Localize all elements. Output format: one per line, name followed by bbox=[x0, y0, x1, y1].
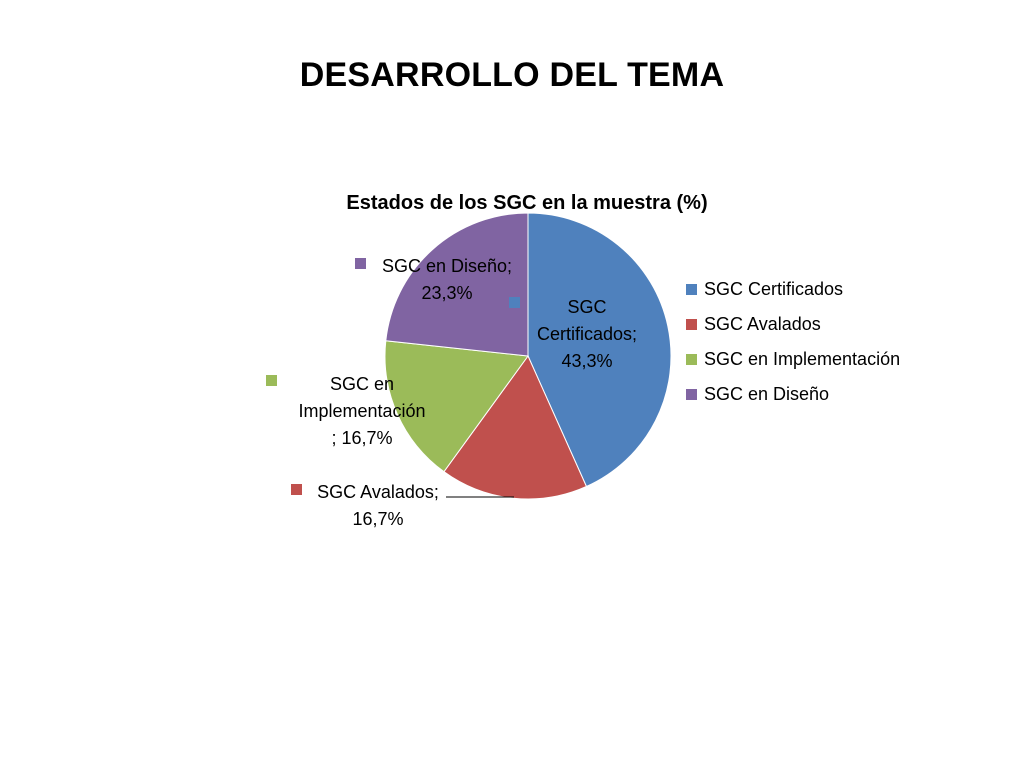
data-label-line: Implementación bbox=[298, 401, 425, 421]
data-label-line: SGC en bbox=[330, 374, 394, 394]
chart-title: Estados de los SGC en la muestra (%) bbox=[346, 192, 707, 214]
legend-item-sgc-avalados: SGC Avalados bbox=[686, 314, 821, 334]
data-label-sgc-certificados: SGC Certificados; 43,3% bbox=[509, 297, 637, 371]
data-labels: SGC Certificados; 43,3%SGC Avalados; 16,7%S… bbox=[266, 256, 637, 529]
pie-slice-sgc-certificados bbox=[527, 212, 672, 488]
legend-label: SGC Certificados bbox=[704, 279, 843, 299]
data-label-line: ; 16,7% bbox=[331, 428, 392, 448]
legend-item-sgc-en-diseno: SGC en Diseño bbox=[686, 384, 829, 404]
data-label-sgc-avalados: SGC Avalados; 16,7% bbox=[291, 482, 439, 529]
legend-swatch bbox=[686, 284, 697, 295]
data-label-line: 43,3% bbox=[561, 351, 612, 371]
legend-item-sgc-certificados: SGC Certificados bbox=[686, 279, 843, 299]
data-label-sgc-en-implementacion: SGC en Implementación ; 16,7% bbox=[266, 374, 426, 448]
chart-legend: SGC Certificados SGC Avalados SGC en Imple… bbox=[686, 279, 900, 404]
data-label-line: SGC Avalados; bbox=[317, 482, 439, 502]
pie-slice-sgc-avalados bbox=[443, 355, 588, 500]
legend-swatch bbox=[686, 354, 697, 365]
data-label-swatch bbox=[355, 258, 366, 269]
data-label-sgc-en-diseno: SGC en Diseño; 23,3% bbox=[355, 256, 512, 303]
pie-slices bbox=[384, 212, 672, 500]
legend-swatch bbox=[686, 389, 697, 400]
data-label-line: Certificados; bbox=[537, 324, 637, 344]
data-label-line: SGC bbox=[567, 297, 606, 317]
data-label-line: SGC en Diseño; bbox=[382, 256, 512, 276]
slide-title: DESARROLLO DEL TEMA bbox=[299, 56, 725, 94]
legend-label: SGC en Diseño bbox=[704, 384, 829, 404]
legend-item-sgc-en-implementacion: SGC en Implementación bbox=[686, 349, 900, 369]
legend-label: SGC en Implementación bbox=[704, 349, 900, 369]
data-label-swatch bbox=[291, 484, 302, 495]
data-label-line: 23,3% bbox=[421, 283, 472, 303]
svg-text:SGC en Diseño;23,3%: SGC en Diseño; 23,3% bbox=[382, 256, 512, 303]
pie-slice-sgc-en-diseno bbox=[385, 212, 529, 357]
data-label-swatch bbox=[509, 297, 520, 308]
data-label-line: 16,7% bbox=[352, 509, 403, 529]
data-label-swatch bbox=[266, 375, 277, 386]
svg-text:SGC Avalados;16,7%: SGC Avalados; 16,7% bbox=[317, 482, 439, 529]
pie-slice-sgc-en-implementacion bbox=[384, 340, 529, 473]
legend-label: SGC Avalados bbox=[704, 314, 821, 334]
legend-swatch bbox=[686, 319, 697, 330]
